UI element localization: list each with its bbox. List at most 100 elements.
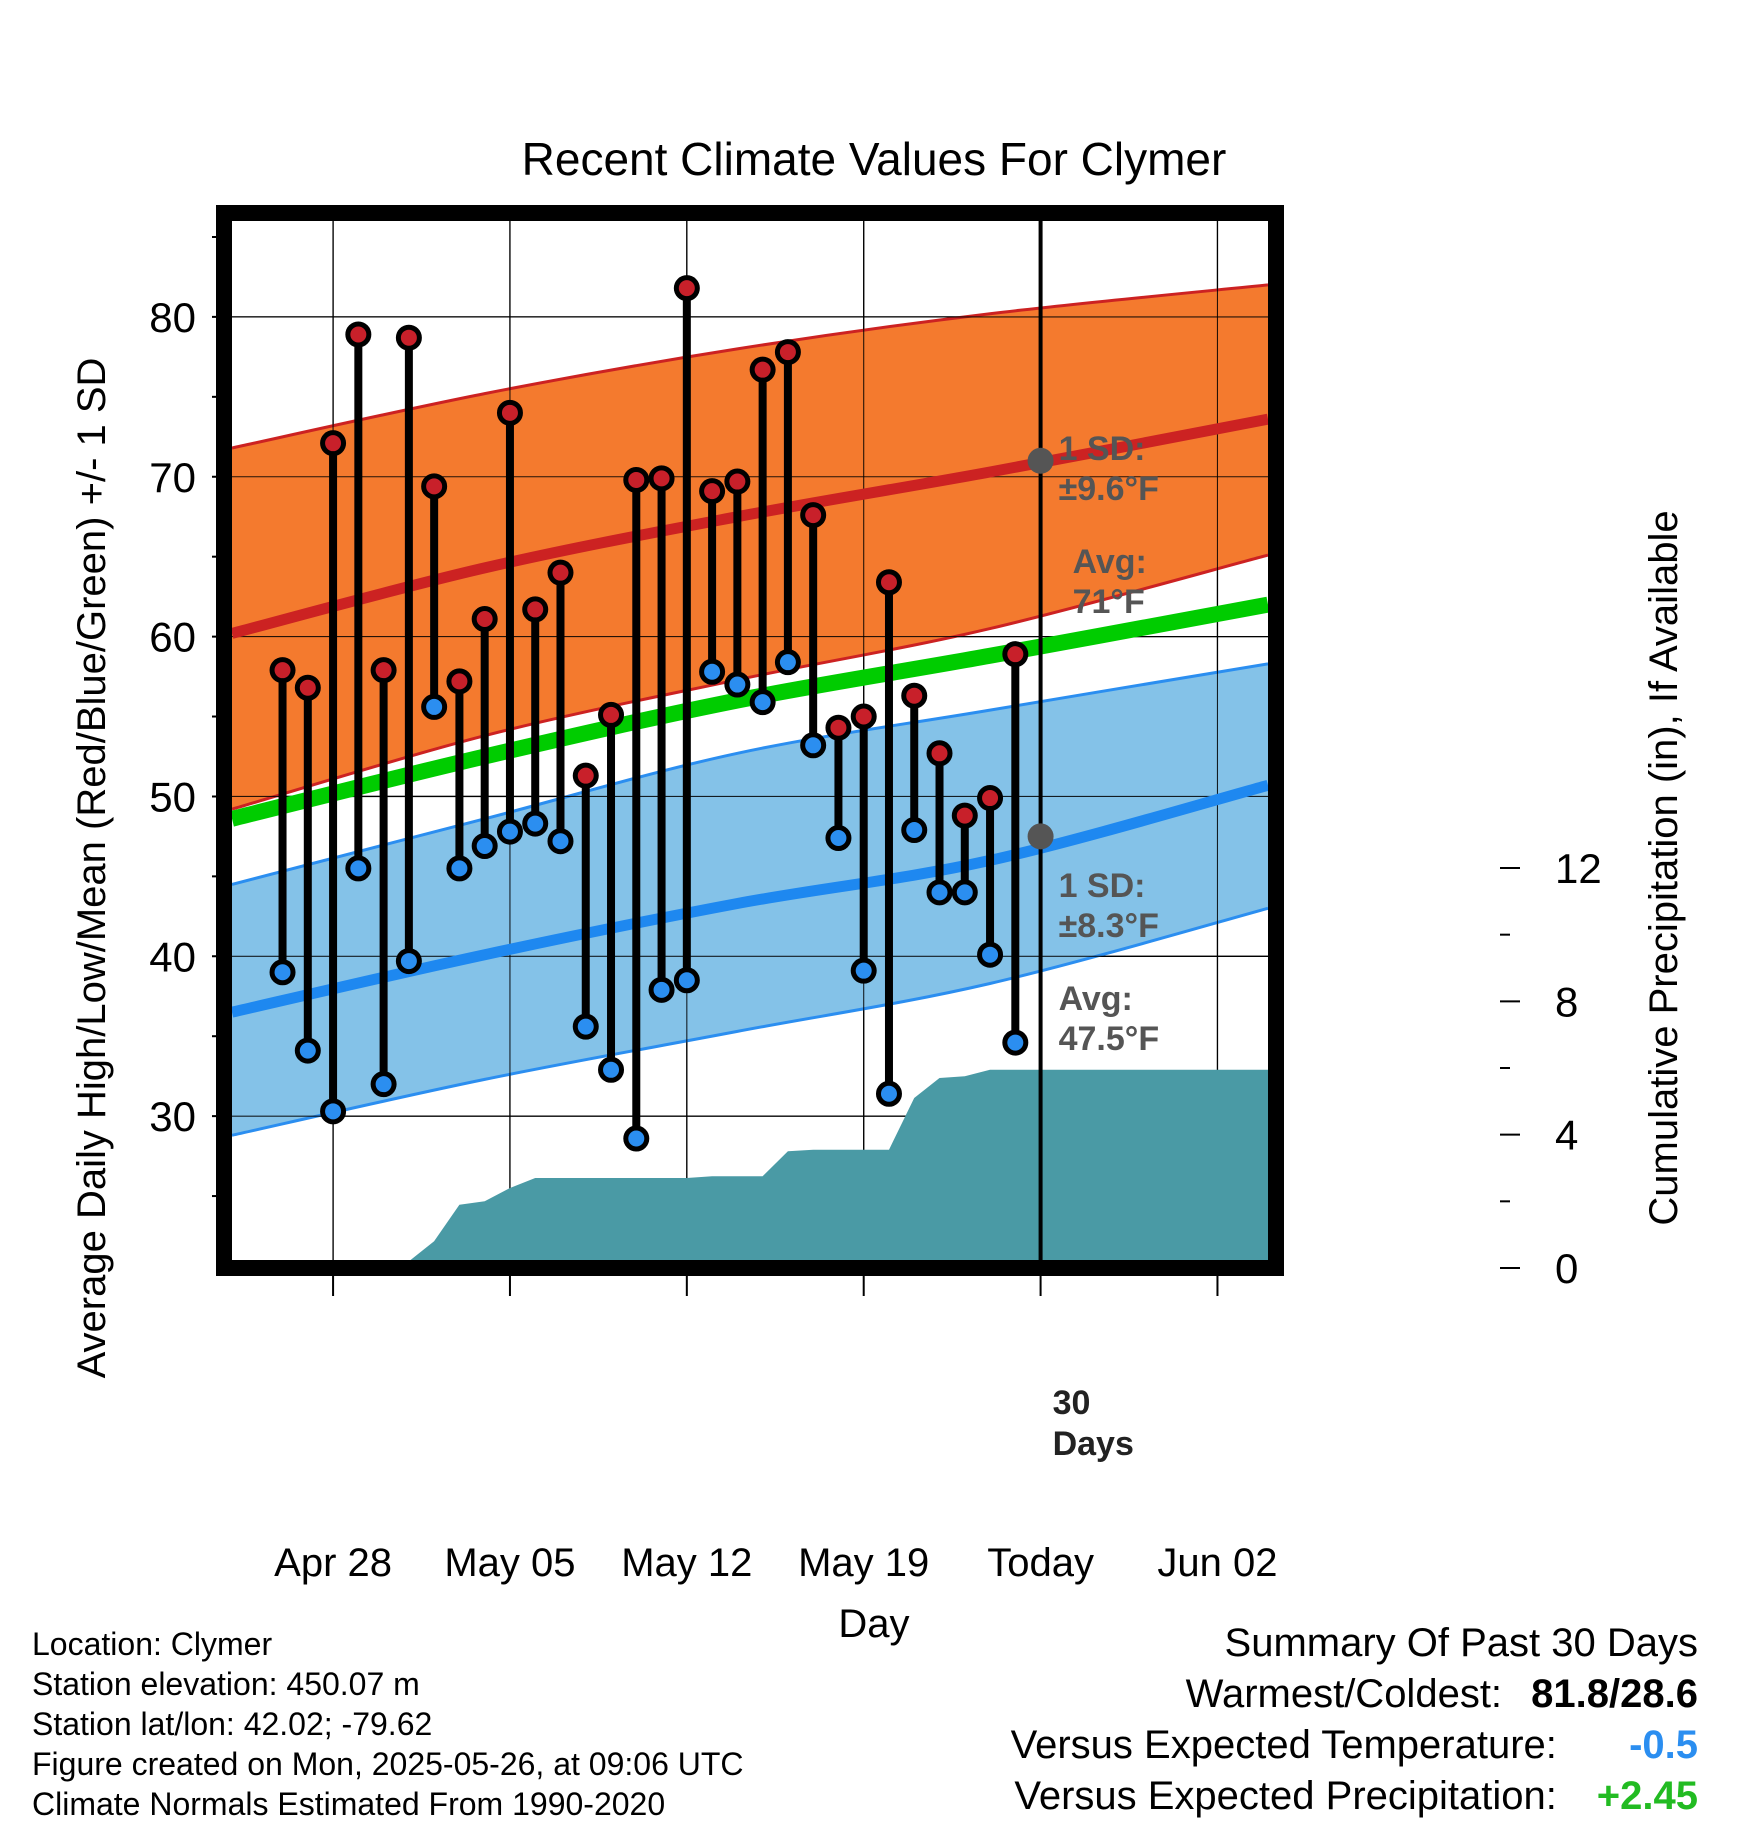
y2-tick-label: 12 [1555,845,1602,892]
chart-title: Recent Climate Values For Clymer [522,133,1227,185]
y-axis-label: Average Daily High/Low/Mean (Red/Blue/Gr… [70,358,114,1379]
high-sd-label: 1 SD: [1059,430,1146,468]
temp-dev-label: Versus Expected Temperature: [1010,1723,1557,1767]
x-tick-label: May 19 [798,1541,929,1585]
high-point [825,714,852,741]
x-tick-label: Today [987,1541,1094,1585]
low-point [370,1071,397,1098]
low-sd-upper-edge [232,662,1268,886]
low-point [269,959,296,986]
x-tick-label: May 05 [444,1541,575,1585]
low-point [977,941,1004,968]
precip-dev-value: +2.45 [1596,1774,1698,1818]
low-avg-value: 47.5°F [1059,1020,1160,1058]
low-point [598,1056,625,1083]
high-point [875,569,902,596]
low-avg-line [232,779,1268,1018]
high-point [421,473,448,500]
y-tick-label: 50 [149,773,196,820]
location-text: Location: Clymer [32,1626,273,1662]
x-tick-label: Jun 02 [1157,1541,1277,1585]
precip-dev-label: Versus Expected Precipitation: [1014,1774,1557,1818]
low-point [547,828,574,855]
warm-cold-label: Warmest/Coldest: [1185,1672,1503,1716]
high-point [294,674,321,701]
high-point [623,466,650,493]
high-sd-band [232,284,1268,810]
high-point [926,740,953,767]
temp-dev-value: -0.5 [1629,1723,1698,1767]
low-point [800,732,827,759]
days-count-word: Days [1053,1425,1134,1463]
high-point [598,701,625,728]
high-point [446,668,473,695]
low-point [673,967,700,994]
low-point [572,1013,599,1040]
y2-tick-label: 4 [1555,1112,1578,1159]
low-point [446,855,473,882]
high-point [547,559,574,586]
summary-panel: Summary Of Past 30 Days Warmest/Coldest:… [1011,1618,1698,1822]
summary-temp: Versus Expected Temperature: -0.5 [1011,1720,1698,1771]
high-sd-value: ±9.6°F [1059,470,1159,508]
y2-axis-label: Cumulative Precipitation (in), If Availa… [1642,510,1686,1225]
low-point [774,649,801,676]
station-info: Location: Clymer Station elevation: 450.… [32,1624,744,1824]
high-avg-today-dot [1027,447,1054,474]
y2-tick-label: 8 [1555,978,1578,1025]
low-point [699,658,726,685]
created-text: Figure created on Mon, 2025-05-26, at 09… [32,1746,744,1782]
low-point [850,957,877,984]
y-tick-label: 40 [149,933,196,980]
high-point [522,596,549,623]
precip-area [358,1069,1268,1260]
high-point [370,657,397,684]
high-point [800,502,827,529]
plot-frame [216,205,1284,1276]
high-point [951,802,978,829]
low-point [724,671,751,698]
x-tick-label: Apr 28 [274,1541,392,1585]
high-point [774,339,801,366]
days-count-number: 30 [1053,1384,1091,1422]
low-point [648,976,675,1003]
low-point [875,1080,902,1107]
x-tick-label: May 12 [621,1541,752,1585]
low-point [421,693,448,720]
low-point [395,948,422,975]
plot-content [232,221,1268,1260]
latlon-text: Station lat/lon: 42.02; -79.62 [32,1706,433,1742]
high-point [749,356,776,383]
summary-warm-cold: Warmest/Coldest: 81.8/28.6 [1011,1669,1698,1720]
high-avg-value: 71°F [1073,583,1145,621]
low-point [496,818,523,845]
high-point [496,399,523,426]
mean-line [232,596,1268,827]
high-point [699,478,726,505]
low-sd-lower-edge [232,906,1268,1137]
normals-text: Climate Normals Estimated From 1990-2020 [32,1786,666,1822]
low-point [749,689,776,716]
high-point [320,430,347,457]
high-point [345,321,372,348]
x-axis-label: Day [838,1602,909,1646]
low-point [1002,1029,1029,1056]
high-point [648,465,675,492]
high-point [269,657,296,684]
y-tick-label: 60 [149,614,196,661]
high-point [850,703,877,730]
low-sd-label: 1 SD: [1059,867,1146,905]
warm-cold-value: 81.8/28.6 [1531,1672,1698,1716]
summary-precip: Versus Expected Precipitation: +2.45 [1011,1771,1698,1822]
low-point [623,1125,650,1152]
high-point [673,275,700,302]
high-point [395,324,422,351]
low-point [345,855,372,882]
high-point [572,762,599,789]
y-tick-label: 80 [149,294,196,341]
high-point [1002,641,1029,668]
high-sd-upper-edge [232,283,1268,450]
y2-tick-label: 0 [1555,1245,1578,1292]
